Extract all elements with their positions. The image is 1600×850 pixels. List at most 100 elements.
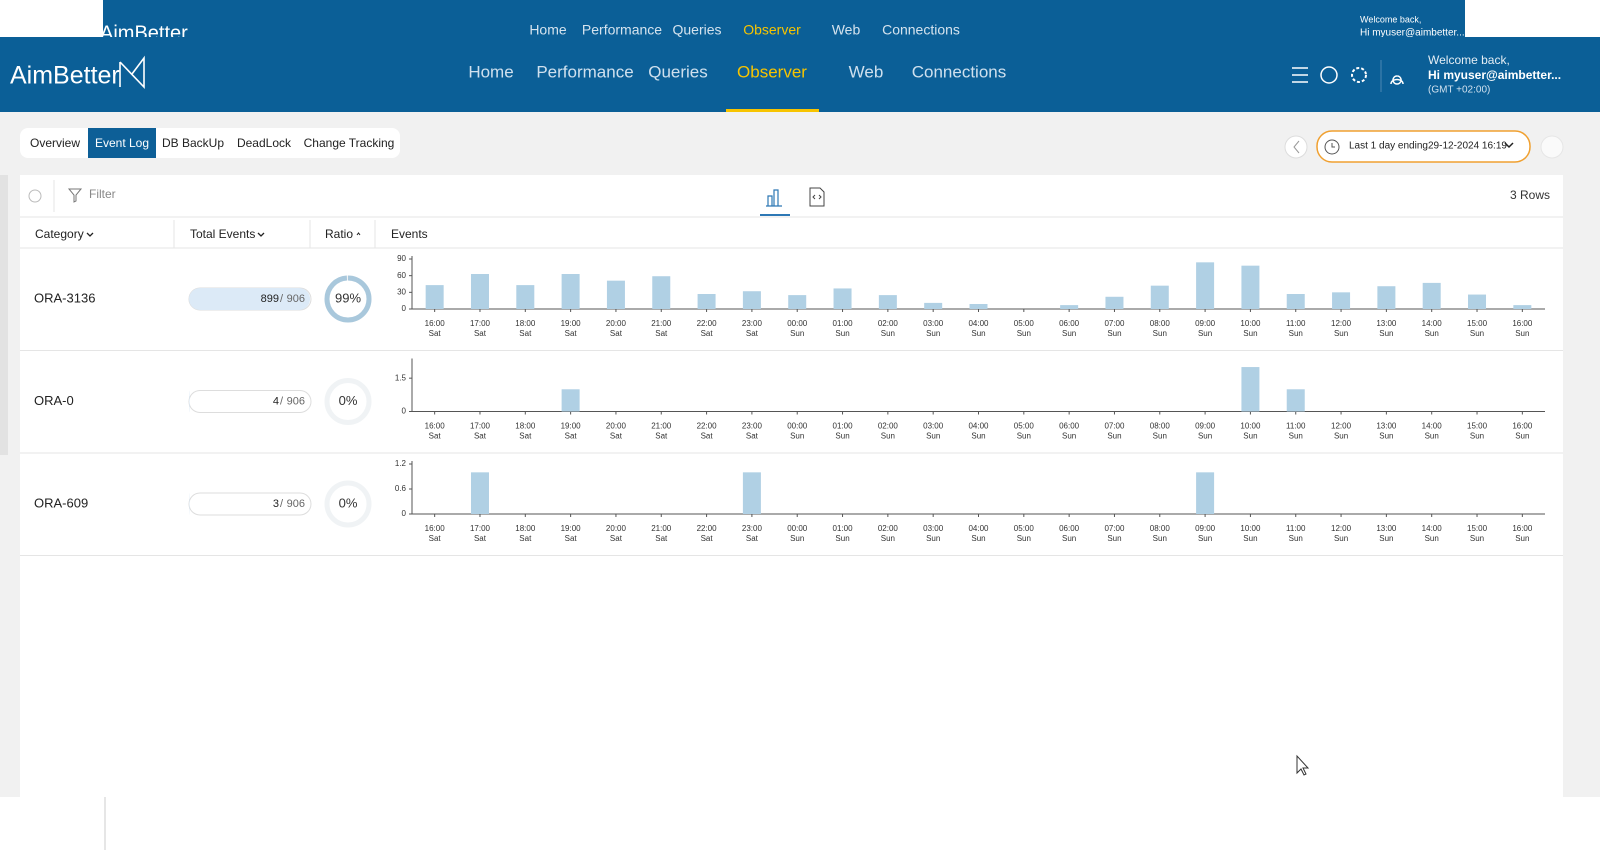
bar <box>1241 367 1260 412</box>
sort-chevron <box>86 232 94 237</box>
x-tick-hour: 20:00 <box>606 524 627 533</box>
count-total: 906 <box>287 293 305 305</box>
sort-indicator <box>356 232 361 236</box>
y-tick-label: 30 <box>397 287 406 296</box>
x-tick-hour: 09:00 <box>1195 422 1216 431</box>
x-tick-day: Sat <box>655 432 668 441</box>
x-tick-day: Sun <box>1107 329 1121 338</box>
x-tick-day: Sun <box>1153 534 1167 543</box>
x-tick-hour: 14:00 <box>1422 319 1443 328</box>
x-tick-day: Sun <box>1470 534 1484 543</box>
x-tick-day: Sun <box>1243 534 1257 543</box>
x-tick-hour: 22:00 <box>697 524 718 533</box>
ratio-ring <box>324 378 372 425</box>
x-tick-hour: 10:00 <box>1240 422 1261 431</box>
settings-sliders-icon[interactable] <box>1292 67 1308 83</box>
help-icon[interactable] <box>1320 66 1338 84</box>
refresh-icon[interactable] <box>28 189 42 203</box>
x-tick-day: Sun <box>1379 329 1393 338</box>
category: ORA-0 <box>34 393 74 408</box>
x-tick-day: Sun <box>926 534 940 543</box>
row-count: 3 Rows <box>1510 188 1550 202</box>
x-tick-day: Sat <box>746 432 759 441</box>
x-tick-hour: 22:00 <box>697 319 718 328</box>
tab[interactable]: DeadLock <box>237 136 292 150</box>
bar <box>1286 294 1305 309</box>
x-tick-day: Sun <box>881 329 895 338</box>
tab[interactable]: DB BackUp <box>162 136 224 150</box>
x-tick-hour: 21:00 <box>651 422 672 431</box>
x-tick-hour: 16:00 <box>1512 319 1533 328</box>
tab[interactable]: Change Tracking <box>304 136 395 150</box>
gear-icon[interactable] <box>1351 67 1367 83</box>
nav-item[interactable]: Queries <box>648 62 708 81</box>
nav-item[interactable]: Home <box>468 62 513 81</box>
user-icon[interactable] <box>1390 75 1404 85</box>
bar <box>470 274 489 309</box>
x-tick-day: Sun <box>1198 432 1212 441</box>
x-tick-day: Sun <box>790 534 804 543</box>
bar <box>652 276 671 309</box>
x-tick-hour: 09:00 <box>1195 524 1216 533</box>
x-tick-day: Sat <box>429 534 442 543</box>
nav-item[interactable]: Web <box>849 62 884 81</box>
x-tick-hour: 11:00 <box>1286 524 1306 533</box>
x-tick-hour: 02:00 <box>878 319 899 328</box>
code-view-icon[interactable] <box>809 187 825 207</box>
column-header[interactable]: Ratio <box>325 227 353 241</box>
sidebar-ghost <box>0 175 8 455</box>
next-arrow[interactable] <box>1540 135 1564 159</box>
ratio-label: 0% <box>339 495 358 510</box>
x-tick-hour: 14:00 <box>1422 422 1443 431</box>
x-tick-hour: 06:00 <box>1059 422 1080 431</box>
count-separator: / <box>280 498 284 510</box>
time-range-date: 29-12-2024 16:19 <box>1428 141 1507 152</box>
x-tick-hour: 16:00 <box>425 524 446 533</box>
ghost-header <box>103 0 1465 40</box>
nav-item[interactable]: Performance <box>536 62 633 81</box>
x-tick-day: Sun <box>1107 534 1121 543</box>
count-separator: / <box>280 293 284 305</box>
tab[interactable]: Overview <box>30 136 80 150</box>
dropdown-chevron <box>1504 142 1514 149</box>
ghost-nav-item: Web <box>832 22 861 38</box>
bar <box>1105 296 1124 309</box>
nav-item[interactable]: Connections <box>912 62 1007 81</box>
x-tick-day: Sat <box>429 432 442 441</box>
time-range-picker[interactable] <box>1316 130 1531 163</box>
x-tick-hour: 17:00 <box>470 524 491 533</box>
bar <box>924 302 943 309</box>
x-tick-hour: 06:00 <box>1059 524 1080 533</box>
x-tick-day: Sun <box>1153 432 1167 441</box>
x-tick-hour: 04:00 <box>968 524 989 533</box>
panel <box>20 175 1563 797</box>
x-tick-day: Sat <box>519 329 532 338</box>
ratio-ring <box>324 480 372 528</box>
x-tick-day: Sun <box>1243 432 1257 441</box>
x-tick-day: Sun <box>1017 432 1031 441</box>
tab[interactable]: Event Log <box>95 136 149 150</box>
column-header[interactable]: Total Events <box>190 227 255 241</box>
column-header[interactable]: Category <box>35 227 84 241</box>
nav-item[interactable]: Observer <box>737 62 807 81</box>
x-tick-day: Sun <box>1425 534 1439 543</box>
x-tick-hour: 08:00 <box>1150 524 1171 533</box>
category: ORA-3136 <box>34 290 95 305</box>
x-tick-day: Sat <box>746 534 759 543</box>
ghost-nav-item: Queries <box>672 22 721 38</box>
prev-arrow[interactable] <box>1284 135 1308 159</box>
filter-icon[interactable] <box>67 188 83 203</box>
x-tick-hour: 15:00 <box>1467 422 1488 431</box>
x-tick-day: Sat <box>655 534 668 543</box>
x-tick-hour: 12:00 <box>1331 319 1352 328</box>
x-tick-hour: 14:00 <box>1422 524 1443 533</box>
filter-label[interactable]: Filter <box>89 187 116 201</box>
x-tick-hour: 07:00 <box>1104 524 1125 533</box>
column-header[interactable]: Events <box>391 227 428 241</box>
x-tick-day: Sun <box>971 534 985 543</box>
ghost-nav-item: Performance <box>582 22 662 38</box>
bar <box>1377 286 1396 309</box>
x-tick-hour: 12:00 <box>1331 524 1352 533</box>
y-tick-label: 0 <box>402 304 407 313</box>
chart-view-icon[interactable] <box>766 189 782 207</box>
